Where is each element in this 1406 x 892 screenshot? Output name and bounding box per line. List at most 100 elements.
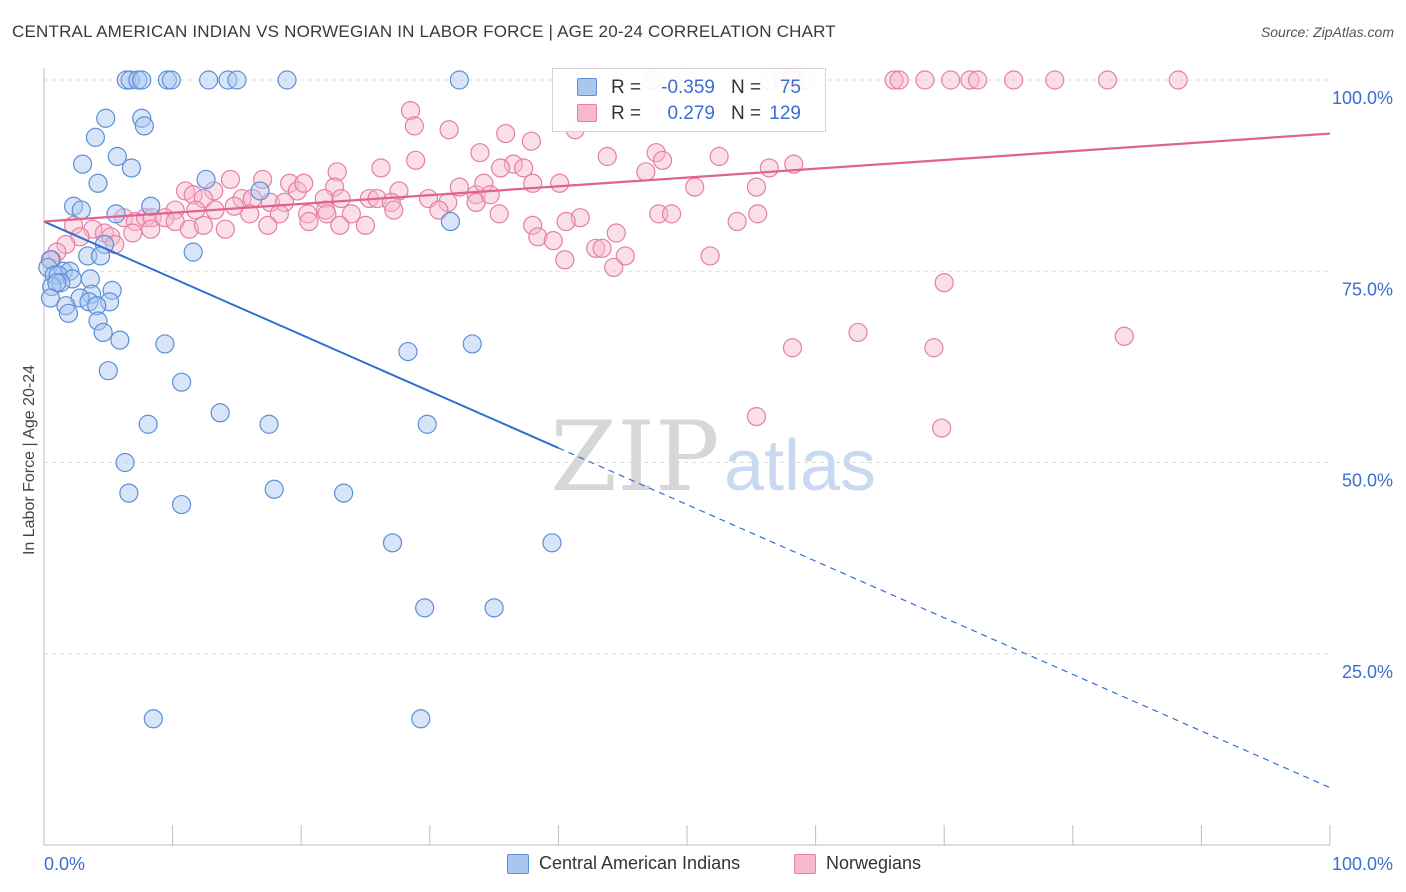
norwegian-point [759, 158, 779, 178]
norwegian-point [404, 116, 424, 136]
norwegian-point [1004, 70, 1024, 90]
watermark-zip: ZIP [550, 401, 719, 513]
legend-label: Norwegians [826, 853, 922, 873]
central-american-indian-point [542, 533, 562, 553]
stats-row-pink: R = 0.279 N = 129 [553, 101, 825, 127]
norwegian-point [1114, 326, 1134, 346]
norwegian-point [550, 173, 570, 193]
central-american-indian-point [102, 280, 122, 300]
legend-swatch-pink [794, 854, 816, 874]
central-american-indian-point [440, 211, 460, 232]
central-american-indian-point [107, 146, 127, 167]
norwegian-point [932, 418, 952, 438]
norwegian-point [183, 185, 203, 205]
r-label: R = [611, 77, 642, 98]
central-american-indian-point [96, 108, 116, 128]
central-american-indian-point [183, 242, 203, 262]
norwegian-point [606, 223, 626, 243]
legend: Central American Indians Norwegians [0, 852, 1406, 878]
central-american-indian-point [120, 70, 140, 90]
norwegian-point [449, 177, 469, 197]
central-american-indian-point [115, 452, 135, 473]
norwegian-point [968, 70, 988, 90]
blue-trend-solid [43, 220, 559, 449]
r-value: -0.359 [661, 77, 715, 98]
norwegian-point [543, 231, 563, 251]
legend-swatch-blue [507, 854, 529, 874]
central-american-indian-point [172, 372, 192, 392]
norwegian-point [592, 238, 612, 258]
central-american-indian-point [264, 479, 284, 499]
norwegian-point [317, 204, 337, 224]
central-american-indian-point [161, 70, 181, 90]
central-american-indian-point [87, 296, 107, 316]
norwegian-point [782, 338, 803, 358]
norwegian-point [389, 181, 409, 201]
r-label: R = [611, 103, 642, 124]
central-american-indian-point [141, 196, 161, 216]
n-label: N = [731, 103, 762, 124]
norwegian-point [709, 146, 729, 167]
pink-swatch [577, 104, 597, 122]
n-value: 129 [769, 103, 801, 124]
legend-label: Central American Indians [539, 853, 741, 873]
norwegian-point [784, 154, 804, 174]
norwegian-point [503, 154, 523, 174]
norwegian-point [274, 192, 295, 212]
central-american-indian-point [334, 483, 354, 503]
norwegian-point [341, 204, 361, 224]
central-american-indian-point [48, 265, 68, 285]
norwegian-point [480, 185, 500, 205]
norwegian-point [496, 123, 516, 144]
central-american-indian-point [121, 158, 142, 178]
r-value: 0.279 [667, 103, 715, 124]
central-american-indian-point [277, 70, 297, 90]
central-american-indian-point [85, 127, 106, 147]
central-american-indian-point [417, 414, 437, 434]
source-label: Source: ZipAtlas.com [1260, 24, 1394, 40]
norwegian-point [287, 181, 307, 201]
norwegian-point [470, 143, 490, 163]
norwegian-point [746, 407, 767, 427]
norwegian-point [685, 177, 705, 197]
central-american-indian-point [132, 70, 152, 90]
central-american-indian-point [138, 414, 158, 434]
central-american-indian-point [227, 70, 247, 90]
central-american-indian-point [119, 483, 139, 503]
trend-lines [43, 132, 1331, 789]
central-american-indian-point [38, 257, 58, 278]
central-american-indian-point [155, 334, 175, 354]
y-tick-label: 100.0% [1332, 88, 1393, 108]
norwegian-point [466, 185, 486, 205]
norwegian-point [889, 70, 909, 90]
central-american-indian-point [462, 334, 482, 354]
norwegian-point [331, 188, 351, 209]
norwegian-point [934, 273, 954, 293]
tick-labels: 25.0% 50.0% 75.0% 100.0% 0.0% 100.0% [44, 88, 1393, 874]
norwegian-point [193, 188, 214, 209]
central-american-indian-point [58, 303, 79, 323]
norwegian-point [215, 219, 235, 239]
central-american-indian-point [196, 169, 216, 190]
norwegian-point [652, 150, 673, 170]
central-american-indian-point [40, 288, 61, 308]
norwegian-point [280, 173, 300, 193]
norwegian-point [220, 169, 241, 190]
norwegian-point [528, 227, 548, 247]
norwegian-point [141, 219, 161, 239]
chart-title: CENTRAL AMERICAN INDIAN VS NORWEGIAN IN … [12, 22, 836, 41]
norwegian-point [748, 204, 768, 224]
norwegian-point [960, 70, 980, 90]
stats-row-blue: R = -0.359 N = 75 [553, 75, 825, 101]
norwegian-point [258, 215, 278, 235]
x-tick-label: 0.0% [44, 854, 85, 874]
norwegian-point [636, 162, 656, 182]
watermark: ZIP atlas [550, 401, 876, 513]
norwegian-point [555, 250, 575, 270]
norwegian-point [604, 257, 624, 278]
norwegian-point [746, 177, 767, 197]
watermark-atlas: atlas [724, 426, 876, 506]
central-american-indian-point [110, 330, 130, 350]
norwegian-point [193, 215, 214, 235]
norwegian-point [570, 208, 590, 228]
